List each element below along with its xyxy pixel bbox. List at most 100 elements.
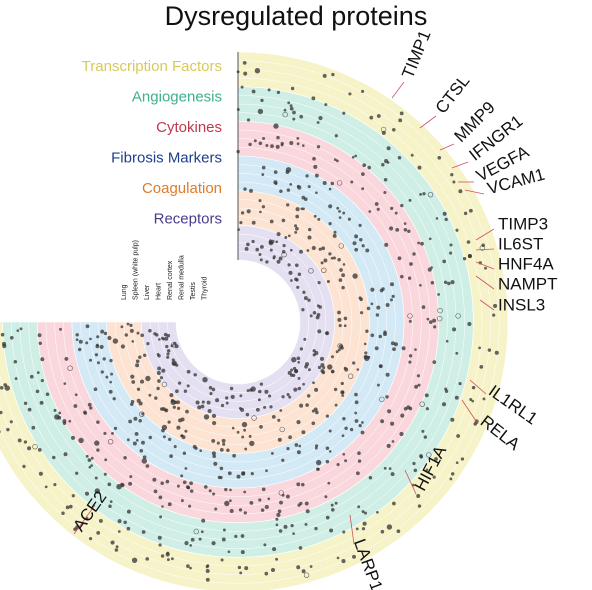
dot xyxy=(88,536,93,541)
dot xyxy=(286,446,290,451)
dot xyxy=(189,481,193,486)
dot xyxy=(261,165,266,170)
dot xyxy=(337,310,341,315)
dot xyxy=(287,263,291,267)
dot xyxy=(320,369,325,373)
dot xyxy=(116,484,122,490)
dot xyxy=(318,305,322,309)
dot xyxy=(386,161,390,164)
ring-guide xyxy=(149,233,327,411)
dot xyxy=(354,419,359,423)
dot xyxy=(408,319,412,323)
dot xyxy=(484,266,487,270)
dot xyxy=(338,216,342,219)
dot xyxy=(145,375,151,382)
dot xyxy=(6,427,10,432)
dot xyxy=(9,420,13,424)
dot xyxy=(354,247,359,252)
dot xyxy=(311,421,316,426)
dot xyxy=(334,134,338,138)
dot xyxy=(463,211,468,216)
dot xyxy=(27,446,32,451)
dot xyxy=(338,209,341,213)
dot xyxy=(395,227,400,232)
dot xyxy=(422,192,426,196)
dot xyxy=(369,115,374,120)
dot xyxy=(109,380,113,384)
dot xyxy=(368,475,373,480)
dot xyxy=(261,173,265,177)
dot xyxy=(176,484,180,488)
dot xyxy=(130,399,135,404)
dot xyxy=(437,293,440,296)
dot xyxy=(337,257,341,262)
dot xyxy=(231,426,235,430)
dot xyxy=(36,371,40,374)
dot xyxy=(275,523,279,527)
dot xyxy=(285,170,290,174)
dot xyxy=(311,409,315,413)
dot xyxy=(279,189,283,193)
dot xyxy=(63,452,68,457)
dot xyxy=(40,357,45,362)
dot xyxy=(260,98,264,103)
dot xyxy=(200,530,204,534)
dot xyxy=(161,368,166,373)
dot xyxy=(37,448,42,452)
dot xyxy=(171,360,177,366)
dot xyxy=(307,235,312,240)
dot xyxy=(333,230,337,234)
protein-label: TIMP1 xyxy=(398,28,434,82)
dot xyxy=(229,509,234,513)
dot xyxy=(409,262,413,266)
dot xyxy=(392,501,396,506)
dot xyxy=(264,389,269,394)
dot xyxy=(2,344,7,349)
dot xyxy=(299,114,304,119)
leader-line xyxy=(464,189,485,195)
dot xyxy=(383,177,388,182)
dot xyxy=(407,276,412,280)
dot xyxy=(385,372,390,377)
dot xyxy=(139,379,145,384)
dot xyxy=(90,464,93,467)
dot xyxy=(281,493,285,497)
dot xyxy=(355,527,359,531)
dot xyxy=(185,409,189,414)
ring-guide xyxy=(11,95,465,549)
dot xyxy=(78,339,83,344)
dot xyxy=(294,263,299,268)
dot xyxy=(303,296,308,301)
dot xyxy=(401,346,406,351)
dot xyxy=(494,350,499,355)
dot xyxy=(361,421,364,424)
dot xyxy=(361,244,365,248)
dot xyxy=(307,298,311,302)
dot xyxy=(388,467,392,470)
dot xyxy=(73,527,77,532)
dot xyxy=(131,557,138,563)
tissue-label: Renal medulla xyxy=(178,255,185,300)
dot xyxy=(0,385,4,390)
dot xyxy=(108,504,112,509)
dot xyxy=(186,384,190,388)
dot xyxy=(130,374,135,379)
dot xyxy=(248,434,252,438)
dot xyxy=(281,252,287,258)
dot xyxy=(167,502,172,507)
dot xyxy=(161,505,164,508)
dot xyxy=(416,494,421,498)
dot xyxy=(180,434,184,438)
dot xyxy=(111,431,114,435)
dot xyxy=(260,508,265,512)
dot xyxy=(239,394,243,398)
dot xyxy=(398,118,403,123)
dot xyxy=(289,183,293,186)
dot xyxy=(165,552,170,557)
dot xyxy=(71,494,75,498)
dot xyxy=(414,384,419,389)
dot xyxy=(211,438,216,443)
dot xyxy=(381,130,386,135)
dot xyxy=(139,449,144,453)
dot xyxy=(367,165,371,170)
